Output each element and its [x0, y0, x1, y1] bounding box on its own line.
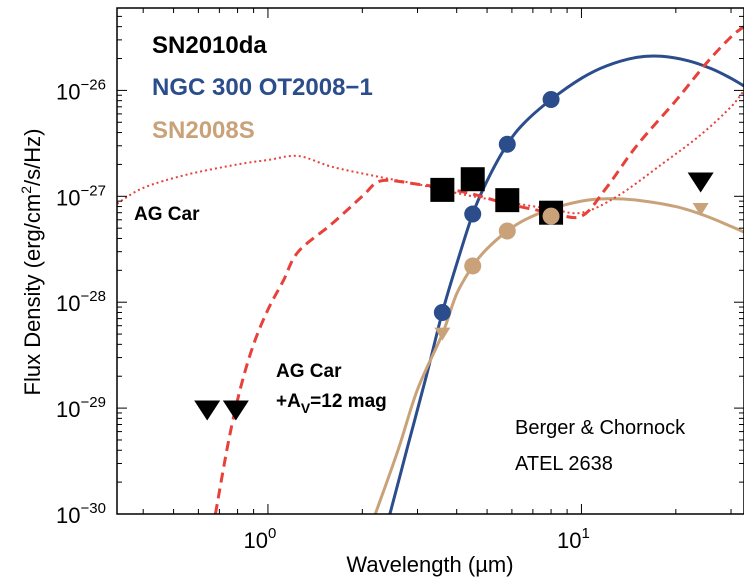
tick-label-base: 10 — [557, 528, 581, 553]
y-tick-label: 10−27 — [56, 182, 106, 210]
upper-limit-sn2008s — [692, 203, 709, 217]
annotation-ag-car: AG Car — [134, 204, 200, 225]
credit-line-2: ATEL 2638 — [515, 453, 613, 475]
x-tick-label: 100 — [244, 525, 277, 553]
curve-ngc-300-ot2008-1-solid — [388, 54, 744, 514]
point-sn2010da — [460, 167, 485, 192]
y-axis-label-tail: /s/Hz) — [20, 129, 45, 186]
annotation-ag-car-reddened-line2: +AV=12 mag — [276, 391, 387, 416]
upper-limit-sn2008s — [434, 327, 451, 341]
tick-label-exponent: −29 — [80, 394, 105, 411]
legend-entry-ngc300: NGC 300 OT2008−1 — [152, 74, 373, 101]
legend-entry-sn2008s: SN2008S — [152, 117, 255, 144]
tick-label-exponent: −28 — [80, 288, 105, 305]
upper-limit-sn2010da — [194, 400, 221, 421]
y-axis-label-main: Flux Density (erg/cm — [20, 194, 45, 396]
curve-sn2008s-solid — [373, 197, 744, 514]
model-curves — [117, 25, 744, 514]
y-tick-label: 10−28 — [56, 288, 106, 316]
tick-label-exponent: 1 — [582, 525, 590, 542]
y-tick-label: 10−30 — [56, 500, 106, 528]
upper-limit-sn2010da — [222, 400, 249, 421]
tick-label-base: 10 — [56, 397, 80, 422]
tick-label-exponent: −30 — [80, 500, 105, 517]
legend-entry-sn2010da: SN2010da — [152, 32, 267, 59]
y-tick-label: 10−26 — [56, 76, 106, 104]
tick-label-exponent: −26 — [80, 76, 105, 93]
x-tick-label: 101 — [557, 525, 590, 553]
tick-label-base: 10 — [56, 79, 80, 104]
tick-label-base: 10 — [244, 528, 268, 553]
curve-ag-car-av-12-mag-dashed — [213, 25, 744, 514]
upper-limit-sn2010da — [687, 172, 714, 193]
point-sn2008s — [464, 257, 482, 275]
point-ngc-300-ot2008-1 — [498, 135, 516, 153]
plot-frame — [116, 7, 744, 515]
data-markers — [194, 91, 714, 421]
tick-label-base: 10 — [56, 503, 80, 528]
annotation-ag-car-reddened-line1: AG Car — [276, 361, 342, 382]
tick-label-exponent: −27 — [80, 182, 105, 199]
x-axis-label: Wavelength (µm) — [346, 552, 513, 577]
tick-label-base: 10 — [56, 291, 80, 316]
y-tick-label: 10−29 — [56, 394, 106, 422]
point-sn2010da — [495, 188, 520, 213]
legend: SN2010da NGC 300 OT2008−1 SN2008S — [152, 32, 373, 144]
point-sn2010da — [430, 177, 455, 202]
credit-line-1: Berger & Chornock — [515, 417, 686, 439]
annotation-av-prefix: +A — [276, 391, 301, 412]
annotation-av-subscript: V — [301, 400, 311, 416]
y-axis-label: Flux Density (erg/cm2/s/Hz) — [18, 129, 45, 396]
point-sn2008s — [498, 222, 516, 240]
point-ngc-300-ot2008-1 — [433, 303, 451, 321]
tick-label-base: 10 — [56, 185, 80, 210]
point-ngc-300-ot2008-1 — [542, 91, 560, 109]
tick-label-exponent: 0 — [268, 525, 276, 542]
y-axis-label-superscript: 2 — [18, 186, 34, 194]
point-ngc-300-ot2008-1 — [464, 205, 482, 223]
annotation-av-suffix: =12 mag — [310, 391, 387, 412]
point-sn2008s — [542, 207, 560, 225]
